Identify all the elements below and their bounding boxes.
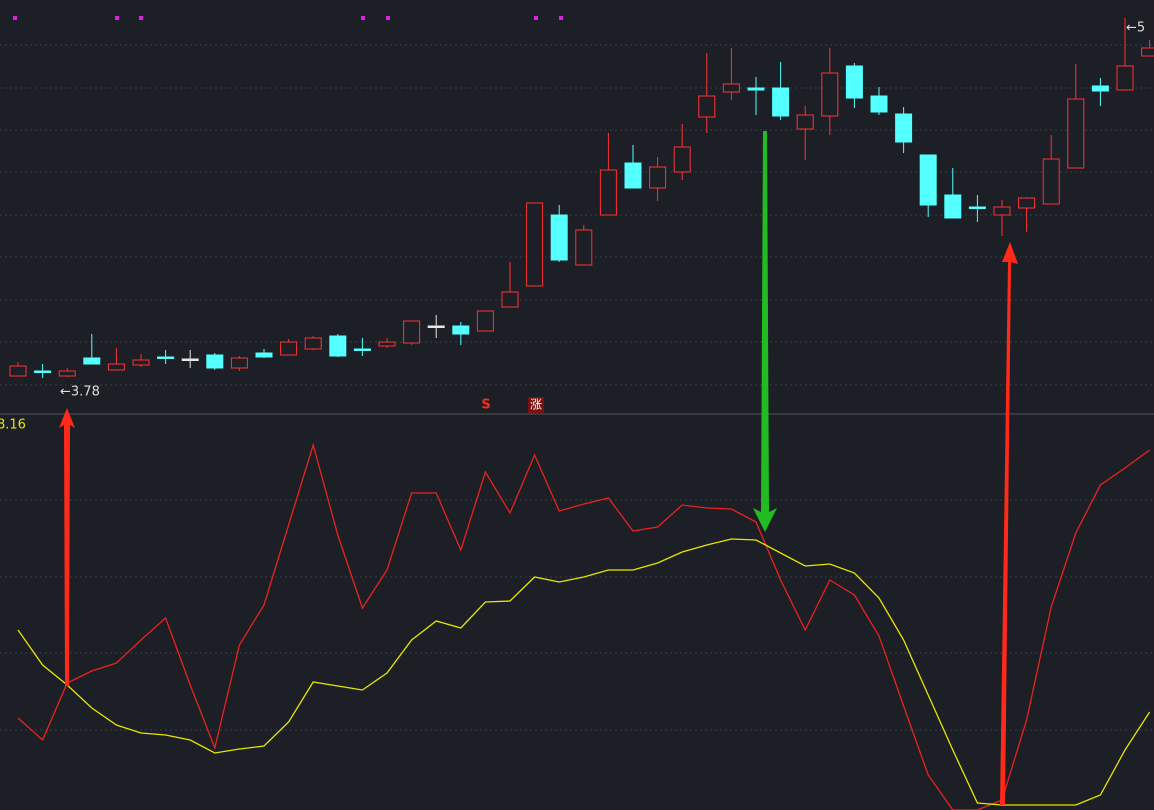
grid (0, 44, 1154, 731)
signal-box (528, 397, 544, 413)
candle-body (132, 359, 150, 366)
candle-body (1067, 98, 1085, 169)
annotation: 涨 (530, 397, 542, 412)
candle-body (427, 325, 445, 328)
candle-body (501, 291, 519, 308)
candle-body (821, 72, 839, 117)
candle-body (1116, 65, 1134, 91)
candle-body (575, 229, 593, 266)
candle-body (993, 206, 1011, 216)
candle-body (353, 348, 371, 351)
dot (386, 16, 390, 20)
annotation: ←3.78 (60, 385, 100, 400)
candle-body (280, 341, 298, 356)
dot (139, 16, 143, 20)
candle-body (107, 363, 125, 371)
candle-body (649, 166, 667, 189)
candle-body (157, 356, 175, 359)
candle-body (476, 310, 494, 332)
candle-body (599, 169, 617, 216)
candle-body (870, 95, 888, 113)
candle-body (230, 357, 248, 369)
signal-dots (13, 16, 563, 20)
candle-body (698, 95, 716, 118)
dot (534, 16, 538, 20)
candle-body (1141, 47, 1154, 57)
indicator (17, 442, 1151, 810)
buy-arrow (59, 408, 75, 686)
candle-body (329, 335, 347, 357)
candle-body (9, 365, 27, 377)
candle-body (673, 146, 691, 173)
dot (13, 16, 17, 20)
annotation: ←5 (1126, 21, 1145, 36)
candle-body (550, 214, 568, 261)
candle-body (624, 162, 642, 189)
candle-body (968, 206, 986, 209)
sell-arrow (753, 131, 777, 532)
arrows (59, 131, 1018, 805)
candle-body (796, 114, 814, 130)
indicator-line (17, 442, 1150, 810)
candle-body (83, 357, 101, 365)
candle-body (747, 87, 765, 91)
candles (9, 18, 1154, 378)
candle-body (34, 370, 52, 373)
candle-body (181, 358, 199, 361)
candle-body (772, 87, 790, 117)
candle-body (403, 320, 421, 344)
dot (115, 16, 119, 20)
candle-body (378, 341, 396, 347)
candle-body (1091, 85, 1109, 92)
annotations: ←3.78 ←5 S 涨 8.16 (0, 21, 1145, 433)
buy-arrow (1000, 242, 1018, 805)
candle-body (255, 352, 273, 358)
dot (559, 16, 563, 20)
dot (361, 16, 365, 20)
candle-body (304, 337, 322, 350)
candle-body (944, 194, 962, 219)
candle-body (452, 325, 470, 335)
candle-body (526, 202, 544, 287)
indicator-line (17, 538, 1151, 806)
candle-body (1018, 197, 1036, 209)
indicator-label: 8.16 (0, 418, 26, 433)
candle-body (722, 83, 740, 93)
candle-body (58, 370, 76, 377)
candle-body (206, 354, 224, 369)
annotation: S (481, 398, 490, 413)
candle-body (919, 154, 937, 206)
candle-body (895, 113, 913, 143)
candle-body (1042, 158, 1060, 205)
candle-body (845, 65, 863, 99)
